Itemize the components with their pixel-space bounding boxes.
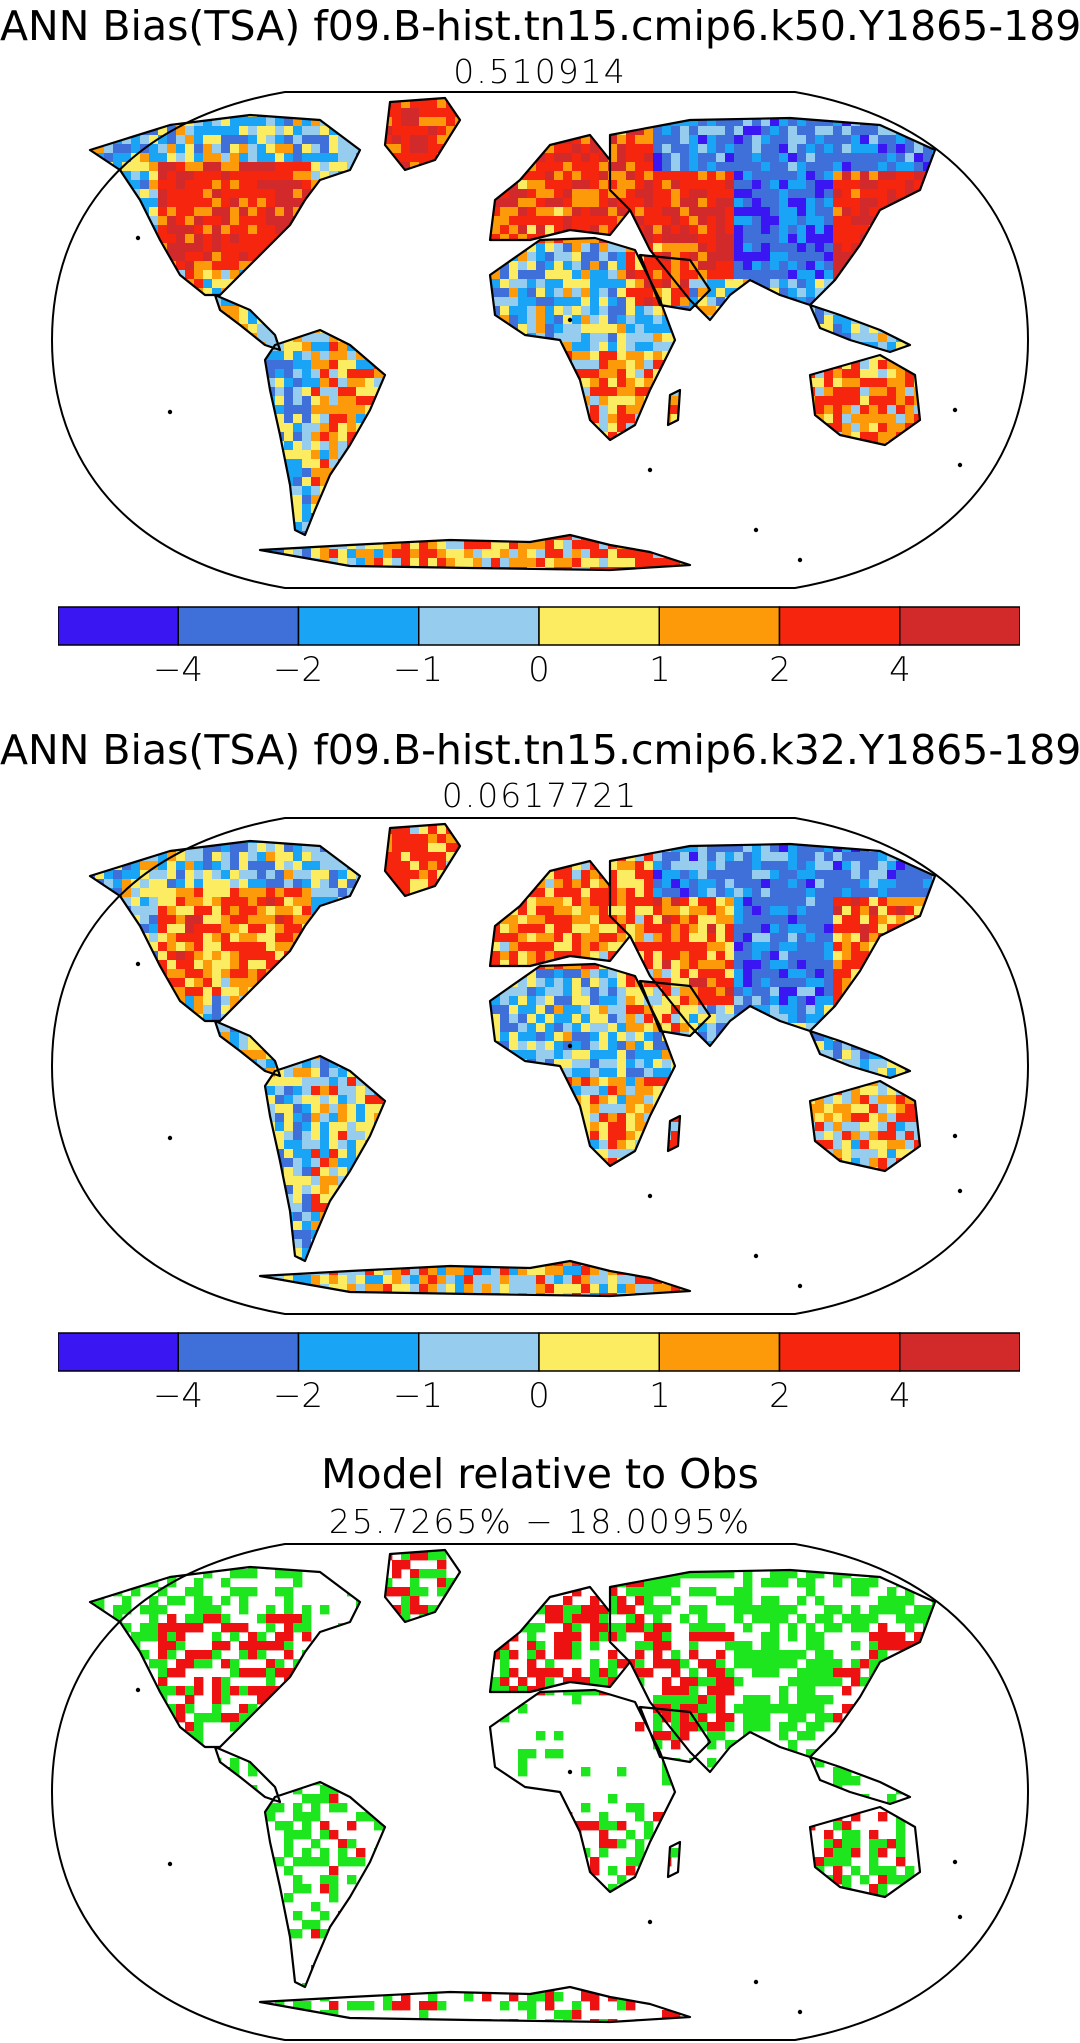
map-boundary bbox=[50, 1543, 1030, 2041]
colorbar-swatch bbox=[177, 606, 300, 646]
colorbar-swatch bbox=[58, 1332, 179, 1372]
panel1-title: ANN Bias(TSA) f09.B-hist.tn15.cmip6.k50.… bbox=[0, 2, 1080, 50]
coastlines bbox=[88, 96, 937, 572]
colorbar-tick: 4 bbox=[889, 650, 911, 690]
colorbar-tick: −2 bbox=[272, 1376, 324, 1416]
panel2-colorbar bbox=[58, 1332, 1020, 1372]
colorbar-swatch bbox=[899, 606, 1020, 646]
map-boundary bbox=[50, 91, 1030, 589]
colorbar-tick: −4 bbox=[152, 650, 204, 690]
panel2-subtitle: 0.0617721 bbox=[441, 776, 639, 815]
panel3-subtitle: 25.7265% − 18.0095% bbox=[328, 1502, 752, 1541]
colorbar-swatch bbox=[297, 1332, 420, 1372]
coastlines bbox=[88, 1548, 937, 2024]
panel2-bias-map bbox=[50, 817, 1030, 1315]
colorbar-swatch bbox=[778, 606, 901, 646]
colorbar-tick: 0 bbox=[528, 1376, 550, 1416]
panel1-bias-map bbox=[50, 91, 1030, 589]
colorbar-tick: −1 bbox=[392, 650, 444, 690]
colorbar-swatch bbox=[297, 606, 420, 646]
colorbar-swatch bbox=[58, 606, 179, 646]
colorbar-swatch bbox=[177, 1332, 300, 1372]
colorbar-tick: 0 bbox=[528, 650, 550, 690]
panel1-colorbar bbox=[58, 606, 1020, 646]
colorbar-swatch bbox=[658, 606, 781, 646]
colorbar-swatch bbox=[538, 606, 660, 646]
colorbar-swatch bbox=[899, 1332, 1020, 1372]
colorbar-swatch bbox=[658, 1332, 781, 1372]
colorbar-tick: −1 bbox=[392, 1376, 444, 1416]
panel1-subtitle: 0.510914 bbox=[453, 52, 627, 91]
colorbar-swatch bbox=[418, 606, 540, 646]
colorbar-tick: 2 bbox=[769, 1376, 791, 1416]
colorbar-swatch bbox=[538, 1332, 660, 1372]
panel1-colorbar-ticks: −4 −2 −1 0 1 2 4 bbox=[0, 650, 1080, 694]
coastlines bbox=[88, 822, 937, 1298]
colorbar-tick: 1 bbox=[649, 1376, 671, 1416]
panel3-comparison-map bbox=[50, 1543, 1030, 2041]
colorbar-tick: 1 bbox=[649, 650, 671, 690]
panel2-colorbar-ticks: −4 −2 −1 0 1 2 4 bbox=[0, 1376, 1080, 1420]
colorbar-swatch bbox=[778, 1332, 901, 1372]
colorbar-tick: 2 bbox=[769, 650, 791, 690]
colorbar-tick: −4 bbox=[152, 1376, 204, 1416]
colorbar-swatch bbox=[418, 1332, 540, 1372]
colorbar-tick: 4 bbox=[889, 1376, 911, 1416]
map-boundary bbox=[50, 817, 1030, 1315]
panel3-title: Model relative to Obs bbox=[321, 1450, 759, 1498]
panel2-title: ANN Bias(TSA) f09.B-hist.tn15.cmip6.k32.… bbox=[0, 726, 1080, 774]
colorbar-tick: −2 bbox=[272, 650, 324, 690]
